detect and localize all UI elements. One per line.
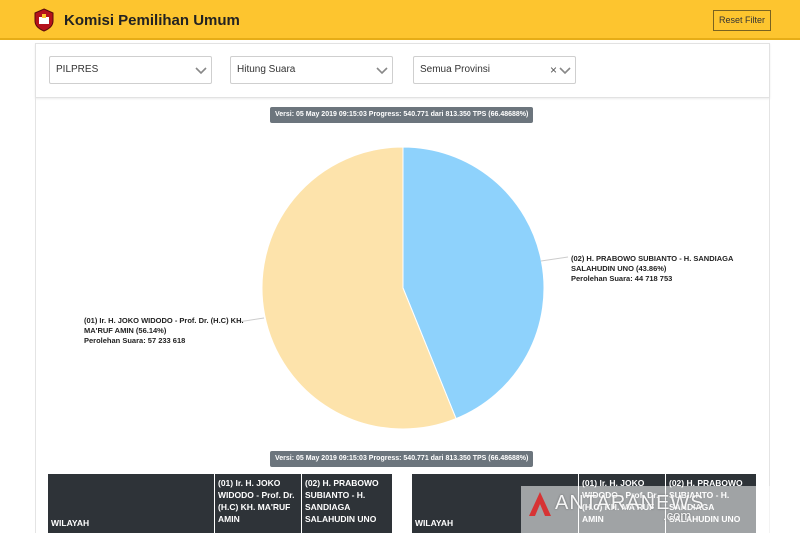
version-badge-top: Versi: 05 May 2019 09:15:03 Progress: 54…	[270, 107, 534, 123]
election-type-select[interactable]: PILPRES	[49, 56, 212, 84]
leader-line-01	[237, 317, 265, 323]
count-type-value: Hitung Suara	[237, 64, 296, 75]
reset-filter-button[interactable]: Reset Filter	[713, 10, 771, 31]
chart-panel	[35, 98, 770, 533]
province-value: Semua Provinsi	[420, 64, 491, 75]
header-bar: Komisi Pemilihan Umum Reset Filter	[0, 0, 800, 40]
antara-logo-icon	[529, 492, 551, 516]
slice-label-02-votes: Perolehan Suara: 44 718 753	[571, 274, 673, 283]
col-header-wilayah: WILAYAH	[415, 518, 454, 528]
watermark-suffix: .com	[663, 508, 692, 523]
clear-selection-icon[interactable]: ×	[549, 63, 557, 77]
filter-card: PILPRES Hitung Suara Semua Provinsi ×	[35, 43, 770, 98]
slice-label-01-name: (01) Ir. H. JOKO WIDODO - Prof. Dr. (H.C…	[84, 316, 244, 335]
app-title: Komisi Pemilihan Umum	[64, 12, 240, 29]
province-select[interactable]: Semua Provinsi ×	[413, 56, 576, 84]
slice-label-02: (02) H. PRABOWO SUBIANTO - H. SANDIAGA S…	[571, 254, 746, 284]
leader-line-02	[540, 256, 569, 262]
slice-label-01: (01) Ir. H. JOKO WIDODO - Prof. Dr. (H.C…	[84, 316, 244, 346]
version-badge-bottom: Versi: 05 May 2019 09:15:03 Progress: 54…	[270, 451, 534, 467]
kpu-logo-icon	[34, 8, 54, 32]
chevron-down-icon	[195, 67, 207, 75]
count-type-select[interactable]: Hitung Suara	[230, 56, 393, 84]
col-header-02: (02) H. PRABOWO SUBIANTO - H. SANDIAGA S…	[301, 474, 392, 533]
slice-label-02-name: (02) H. PRABOWO SUBIANTO - H. SANDIAGA S…	[571, 254, 734, 273]
chevron-down-icon	[559, 67, 571, 75]
results-table-left: WILAYAH (01) Ir. H. JOKO WIDODO - Prof. …	[48, 474, 392, 533]
election-type-value: PILPRES	[56, 64, 99, 75]
watermark-overlay	[521, 486, 800, 533]
pie-slice-01[interactable]	[261, 146, 457, 430]
chevron-down-icon	[376, 67, 388, 75]
slice-label-01-votes: Perolehan Suara: 57 233 618	[84, 336, 186, 345]
col-header-wilayah: WILAYAH	[51, 518, 90, 528]
watermark-text: ANTARANEWS	[555, 492, 705, 514]
col-header-01: (01) Ir. H. JOKO WIDODO - Prof. Dr. (H.C…	[214, 474, 301, 533]
